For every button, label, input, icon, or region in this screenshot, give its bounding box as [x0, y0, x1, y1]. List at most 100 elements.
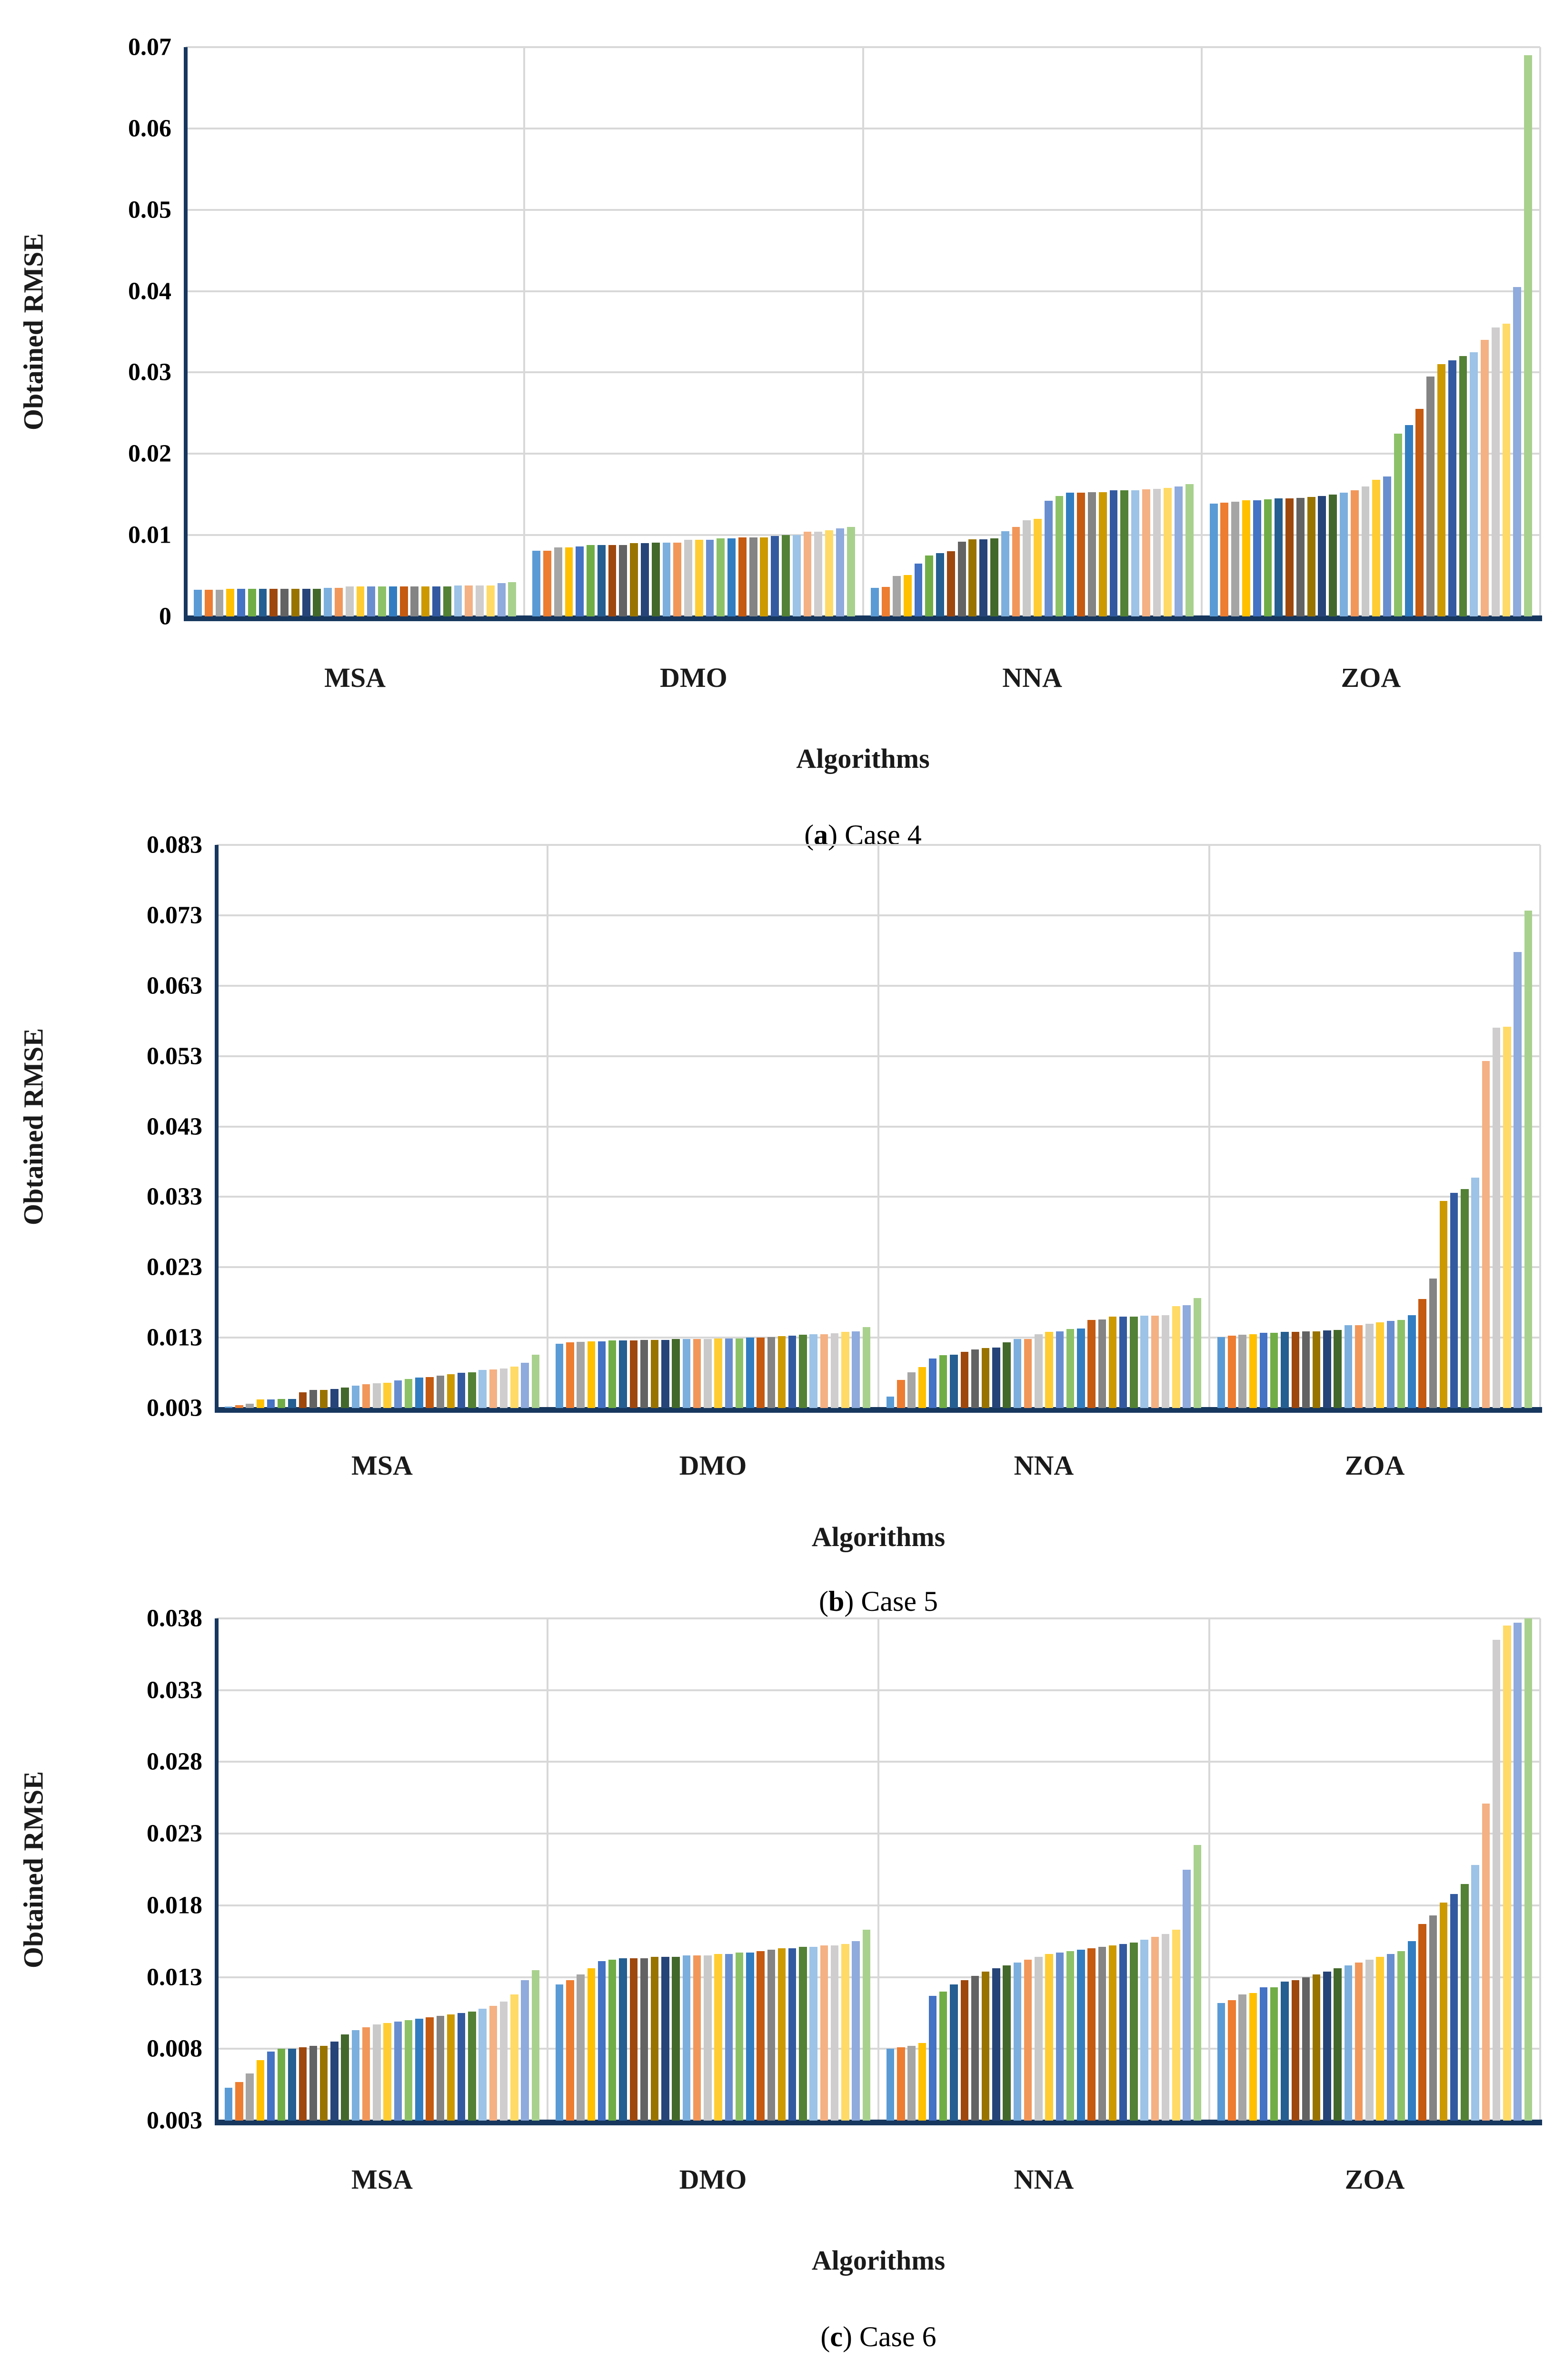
bar-dmo-run12: [651, 542, 660, 616]
bar-zoa-run27: [1491, 327, 1500, 616]
bar-msa-run10: [319, 1389, 328, 1408]
bar-dmo-run27: [830, 1945, 839, 2121]
bar-zoa-run28: [1503, 1026, 1511, 1408]
bar-dmo-run30: [847, 527, 855, 616]
y-tick-label: 0.028: [147, 1748, 202, 1775]
bar-dmo-run2: [566, 1342, 574, 1408]
bar-msa-run2: [204, 589, 213, 616]
bar-dmo-run12: [672, 1339, 680, 1408]
bar-zoa-run29: [1513, 287, 1522, 616]
bar-zoa-run22: [1439, 1902, 1448, 2121]
bar-msa-run11: [330, 2042, 339, 2121]
bar-msa-run15: [373, 1383, 381, 1408]
bar-msa-run9: [309, 2046, 318, 2121]
bar-nna-run22: [1108, 1316, 1117, 1408]
bar-zoa-run16: [1376, 1957, 1384, 2121]
bar-nna-run5: [914, 563, 923, 616]
bar-dmo-run21: [767, 1337, 775, 1408]
bar-zoa-run18: [1397, 1320, 1405, 1408]
bar-msa-run23: [458, 2013, 466, 2121]
bar-zoa-run14: [1350, 490, 1359, 616]
bar-nna-run10: [981, 1348, 990, 1408]
y-axis-title: Obtained RMSE: [18, 1028, 49, 1225]
bar-zoa-run4: [1242, 500, 1250, 616]
bar-msa-run14: [362, 1384, 370, 1408]
bar-nna-run19: [1077, 1328, 1085, 1408]
bar-msa-run23: [458, 1373, 466, 1408]
bar-dmo-run1: [532, 550, 541, 616]
bar-zoa-run15: [1365, 1960, 1374, 2121]
bar-dmo-run15: [684, 540, 692, 616]
bar-dmo-run26: [803, 532, 812, 616]
bar-dmo-run3: [554, 547, 562, 616]
bar-zoa-run21: [1426, 376, 1435, 616]
bar-msa-run25: [478, 2008, 487, 2121]
bar-zoa-run9: [1302, 1977, 1310, 2121]
y-tick-label: 0.013: [147, 1964, 202, 1991]
y-tick-label: 0.033: [147, 1676, 202, 1704]
bar-nna-run3: [907, 1372, 916, 1408]
bar-dmo-run5: [598, 1961, 606, 2121]
bar-dmo-run22: [777, 1948, 786, 2121]
bar-nna-run30: [1193, 1298, 1202, 1408]
y-tick-label: 0.023: [147, 1820, 202, 1847]
bar-nna-run7: [950, 1354, 958, 1408]
bar-dmo-run5: [576, 546, 584, 616]
bar-zoa-run17: [1386, 1320, 1395, 1408]
bar-zoa-run21: [1429, 1915, 1437, 2121]
x-category-label-zoa: ZOA: [1341, 662, 1401, 693]
y-tick-label: 0.003: [147, 1394, 202, 1422]
bar-msa-run29: [521, 1363, 529, 1408]
bar-zoa-run1: [1209, 503, 1218, 616]
x-category-label-nna: NNA: [1002, 662, 1062, 693]
bar-zoa-run14: [1355, 1963, 1363, 2121]
bar-msa-run20: [426, 1377, 434, 1408]
caption-text: b: [828, 1586, 845, 1617]
bar-zoa-run23: [1450, 1894, 1458, 2121]
bar-nna-run20: [1087, 1320, 1096, 1408]
v-gridline: [547, 1618, 548, 2121]
bar-msa-run12: [341, 1388, 349, 1408]
bar-nna-run16: [1045, 1332, 1053, 1408]
bar-nna-run15: [1023, 520, 1031, 616]
bar-nna-run9: [971, 1349, 979, 1408]
y-tick-label: 0.018: [147, 1892, 202, 1919]
bar-zoa-run10: [1312, 1331, 1321, 1408]
bar-msa-run1: [193, 589, 202, 616]
bar-dmo-run28: [825, 530, 833, 616]
bar-zoa-run17: [1386, 1954, 1395, 2121]
bar-dmo-run7: [597, 545, 606, 616]
v-gridline: [547, 845, 548, 1408]
bar-nna-run16: [1045, 1954, 1053, 2121]
bar-dmo-run11: [661, 1957, 669, 2121]
bar-dmo-run7: [619, 1340, 627, 1408]
bar-nna-run4: [918, 1367, 926, 1408]
bar-zoa-run5: [1259, 1332, 1268, 1408]
v-gridline: [862, 47, 864, 616]
bar-zoa-run1: [1217, 1337, 1225, 1408]
bar-zoa-run16: [1372, 479, 1381, 616]
bar-dmo-run26: [820, 1945, 828, 2121]
caption-text: a: [814, 819, 828, 851]
bar-msa-run18: [404, 2020, 413, 2121]
bar-msa-run17: [394, 2022, 402, 2121]
bar-nna-run20: [1087, 1948, 1096, 2121]
bar-msa-run12: [313, 588, 321, 616]
bar-msa-run3: [246, 2073, 254, 2121]
x-axis-title: Algorithms: [796, 743, 930, 774]
bar-dmo-run7: [619, 1958, 627, 2121]
y-tick-label: 0.023: [147, 1253, 202, 1281]
bar-msa-run26: [489, 2005, 498, 2121]
y-tick-label: 0.073: [147, 902, 202, 929]
chart-caption: (b) Case 5: [819, 1585, 938, 1618]
v-gridline: [1539, 47, 1541, 616]
bar-nna-run6: [939, 1991, 947, 2121]
bar-msa-run23: [432, 586, 440, 616]
bar-nna-run26: [1151, 1316, 1159, 1408]
bar-dmo-run13: [682, 1339, 691, 1408]
bar-nna-run13: [1001, 531, 1009, 616]
bar-zoa-run29: [1514, 1623, 1522, 2121]
bar-dmo-run25: [809, 1947, 817, 2121]
bar-zoa-run24: [1461, 1884, 1469, 2121]
y-tick-label: 0.01: [128, 521, 171, 549]
